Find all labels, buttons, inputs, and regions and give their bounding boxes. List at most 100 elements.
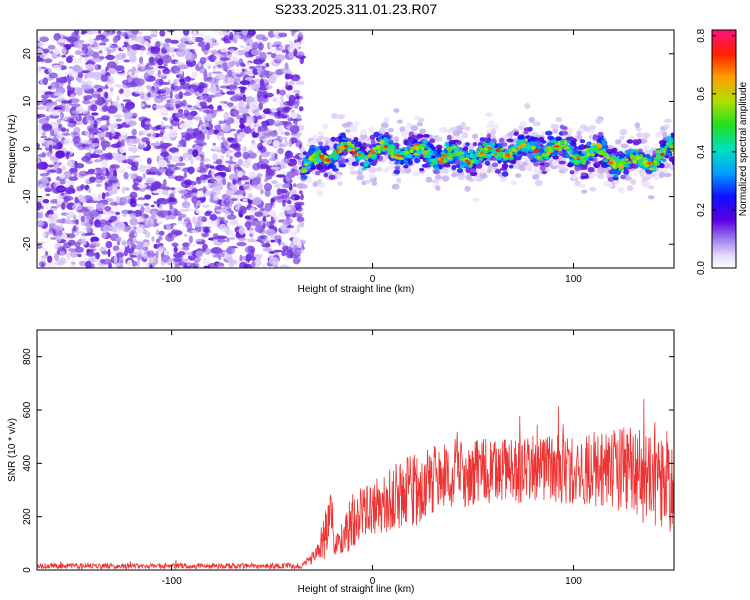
noise-cell	[131, 260, 138, 267]
noise-cell	[37, 196, 44, 202]
signal-cell	[576, 131, 582, 136]
noise-cell	[155, 41, 161, 49]
noise-cell	[195, 209, 200, 214]
noise-cell	[221, 124, 232, 132]
noise-cell	[61, 54, 67, 58]
noise-cell	[162, 42, 169, 48]
noise-cell	[91, 209, 100, 218]
noise-cell	[205, 42, 211, 51]
noise-cell	[248, 149, 254, 154]
noise-cell	[216, 93, 223, 97]
noise-cell	[45, 102, 54, 110]
noise-cell	[53, 128, 57, 135]
noise-cell	[168, 147, 179, 153]
noise-cell	[273, 216, 278, 220]
noise-cell	[139, 216, 145, 224]
noise-cell	[232, 179, 237, 185]
noise-cell	[53, 33, 61, 41]
noise-cell	[114, 65, 125, 71]
signal-cell	[532, 174, 540, 180]
noise-cell	[166, 30, 175, 33]
noise-cell	[243, 115, 247, 124]
noise-cell	[210, 171, 215, 176]
noise-cell	[296, 98, 300, 107]
noise-cell	[106, 61, 117, 69]
noise-cell	[77, 253, 82, 258]
noise-cell	[233, 51, 239, 56]
noise-cell	[281, 242, 286, 246]
noise-cell	[68, 66, 76, 69]
noise-cell	[173, 246, 178, 254]
signal-cell	[534, 179, 544, 187]
noise-cell	[159, 245, 164, 250]
noise-cell	[96, 98, 104, 106]
signal-cell	[579, 139, 586, 144]
noise-cell	[135, 175, 143, 183]
noise-cell	[70, 94, 75, 98]
noise-cell	[175, 103, 180, 109]
noise-cell	[63, 138, 73, 147]
noise-cell	[184, 156, 189, 163]
noise-cell	[170, 83, 175, 91]
signal-cell	[647, 195, 655, 200]
noise-cell	[145, 261, 149, 268]
noise-cell	[262, 121, 268, 130]
noise-cell	[93, 159, 103, 163]
noise-cell	[55, 235, 62, 242]
noise-cell	[191, 71, 198, 78]
signal-cell	[460, 121, 467, 128]
noise-cell	[67, 79, 71, 85]
noise-cell	[58, 38, 68, 43]
noise-cell	[297, 36, 302, 41]
noise-cell	[47, 213, 54, 222]
noise-cell	[115, 236, 122, 242]
noise-cell	[274, 161, 284, 165]
noise-cell	[249, 121, 256, 129]
noise-cell	[143, 66, 154, 70]
noise-cell	[139, 51, 145, 57]
noise-cell	[129, 255, 137, 258]
noise-cell	[229, 220, 239, 226]
noise-cell	[144, 214, 149, 218]
noise-cell	[97, 30, 102, 34]
noise-cell	[216, 108, 224, 112]
noise-cell	[45, 231, 54, 235]
noise-cell	[140, 120, 146, 128]
noise-cell	[273, 41, 282, 46]
signal-cell	[462, 132, 469, 139]
noise-cell	[183, 171, 187, 179]
signal-cell	[624, 150, 629, 154]
signal-cell	[662, 168, 668, 174]
noise-cell	[181, 178, 185, 183]
noise-cell	[136, 137, 141, 145]
noise-cell	[177, 215, 183, 222]
noise-cell	[268, 74, 277, 84]
noise-cell	[198, 82, 209, 88]
noise-cell	[131, 128, 137, 136]
signal-cell	[376, 167, 383, 172]
noise-cell	[47, 44, 56, 50]
noise-cell	[202, 227, 210, 233]
noise-cell	[142, 172, 146, 179]
noise-cell	[287, 45, 296, 53]
noise-cell	[40, 176, 49, 185]
noise-cell	[201, 239, 205, 245]
noise-cell	[265, 85, 273, 90]
signal-cell	[555, 116, 563, 123]
signal-cell	[471, 197, 480, 202]
noise-cell	[87, 168, 95, 173]
signal-cell	[620, 174, 626, 180]
noise-cell	[168, 129, 177, 138]
noise-cell	[191, 188, 199, 193]
noise-cell	[193, 116, 202, 121]
noise-cell	[37, 162, 44, 170]
signal-cell	[663, 124, 670, 129]
noise-cell	[263, 182, 273, 191]
signal-cell	[468, 148, 474, 154]
noise-cell	[61, 100, 72, 104]
signal-cell	[661, 158, 667, 163]
noise-cell	[69, 169, 74, 175]
noise-cell	[185, 76, 192, 82]
noise-cell	[156, 238, 160, 244]
noise-cell	[268, 42, 274, 49]
